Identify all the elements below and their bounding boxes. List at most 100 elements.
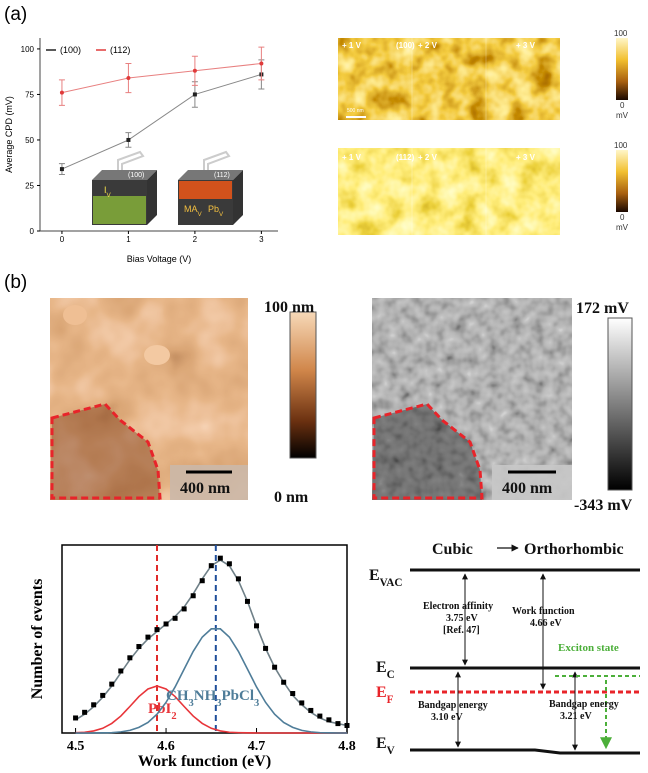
x-axis-label: Work function (eV)	[138, 753, 271, 770]
marker	[91, 702, 97, 708]
series-line	[61, 73, 262, 170]
marker	[59, 90, 64, 95]
text-part: MA	[184, 204, 198, 214]
y-tick-label: 50	[25, 136, 34, 145]
cube-side	[147, 170, 157, 225]
annotation: 3.10 eV	[431, 712, 463, 723]
x-tick-label: 4.8	[338, 739, 356, 754]
cube-layer	[93, 196, 146, 224]
marker	[82, 709, 88, 715]
marker	[281, 679, 287, 685]
image-label: + 1 V	[342, 153, 362, 162]
marker	[118, 668, 124, 674]
colorbar-min: 0	[620, 213, 625, 222]
colorbar-max: 100 nm	[264, 299, 315, 316]
level-label: EV	[376, 735, 395, 757]
scale-bar-label: 500 nm	[347, 108, 364, 114]
marker	[317, 713, 323, 719]
phase: Cubic	[432, 541, 473, 558]
cube-top	[92, 170, 157, 180]
subscript: V	[107, 192, 112, 199]
marker	[100, 692, 106, 698]
colorbar-max: 172 mV	[576, 300, 629, 317]
annotation: [Ref. 47]	[443, 625, 480, 636]
series-line	[61, 62, 262, 94]
image-label: (100)	[396, 41, 415, 50]
marker	[335, 721, 341, 727]
text-part: NH	[194, 688, 217, 704]
x-tick-label: 4.5	[67, 739, 85, 754]
marker	[217, 555, 223, 561]
subscript: V	[219, 211, 224, 218]
marker	[244, 598, 250, 604]
y-tick-label: 25	[25, 181, 34, 190]
colorbar	[616, 38, 628, 100]
marker	[127, 655, 133, 661]
subscript: 3	[216, 698, 221, 709]
marker	[154, 627, 160, 633]
colorbar-max: 100	[614, 29, 628, 38]
valence-level	[410, 748, 640, 755]
x-tick-label: 0	[60, 235, 65, 244]
cube-layer	[179, 181, 232, 199]
marker	[226, 561, 232, 567]
colorbar-min: -343 mV	[574, 497, 633, 514]
annotation: Electron affinity	[423, 601, 493, 612]
region	[372, 404, 482, 500]
x-tick-label: 4.6	[157, 739, 175, 754]
series-label: CH3NH3PbCl3	[166, 688, 259, 709]
subscript: V	[387, 745, 395, 757]
colorbar	[616, 150, 628, 212]
annotation: Exciton state	[558, 642, 619, 654]
text-part: PbCl	[222, 688, 255, 704]
text-part: E	[376, 684, 387, 701]
y-tick-label: 75	[25, 90, 34, 99]
text-part: E	[369, 567, 380, 584]
marker	[235, 576, 241, 582]
legend-label: (100)	[60, 45, 81, 55]
marker	[263, 645, 269, 651]
annotation: 4.66 eV	[530, 618, 562, 629]
kpfm-images	[338, 38, 628, 235]
inset-label: (112)	[214, 172, 230, 179]
annotation: Work function	[512, 606, 575, 617]
marker	[272, 664, 278, 670]
marker	[299, 700, 305, 706]
marker	[163, 621, 169, 627]
image-label: + 3 V	[516, 41, 536, 50]
inset-cube	[92, 150, 243, 225]
marker	[199, 578, 205, 584]
marker	[136, 644, 142, 650]
marker	[109, 681, 115, 687]
phase: Orthorhombic	[524, 541, 624, 558]
marker	[59, 167, 64, 172]
level-label: EVAC	[369, 567, 402, 589]
tip	[203, 150, 231, 170]
marker	[308, 707, 314, 713]
kpfm-image	[338, 38, 560, 120]
inset-species: PbV	[208, 204, 224, 218]
colorbar-min: 0	[620, 101, 625, 110]
annotation: Bandgap energy	[549, 699, 619, 710]
subscript: V	[198, 211, 203, 218]
marker	[192, 68, 197, 73]
scale-bar-label: 400 nm	[180, 480, 231, 497]
marker	[126, 137, 131, 142]
x-tick-label: 3	[259, 235, 264, 244]
outline	[50, 402, 162, 500]
outline	[372, 402, 484, 500]
marker	[259, 61, 264, 66]
grain	[144, 345, 170, 365]
subscript: VAC	[380, 577, 403, 589]
marker	[254, 623, 260, 629]
subscript: F	[387, 694, 394, 706]
colorbar-min: 0 nm	[274, 489, 309, 506]
region	[50, 404, 160, 500]
inset-species: MAV	[184, 204, 203, 218]
annotation: Bandgap energy	[418, 700, 488, 711]
colorbar	[289, 311, 317, 459]
energy-diagram	[410, 544, 640, 755]
marker	[145, 634, 151, 640]
text-part: CH	[166, 688, 189, 704]
